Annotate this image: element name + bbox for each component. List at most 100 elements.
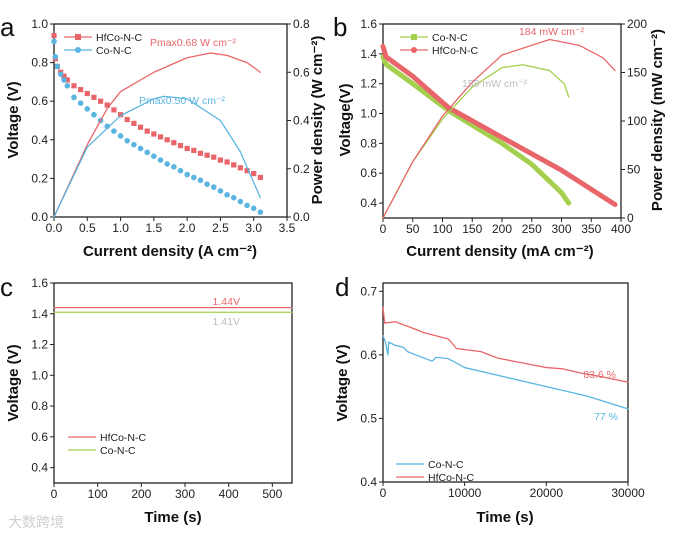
data-point	[177, 167, 184, 174]
x-tick-label: 100	[88, 487, 108, 501]
y-tick-label: 0.4	[360, 475, 377, 489]
legend-item: HfCo-N-C	[400, 45, 478, 57]
panel-letter: a	[0, 12, 15, 42]
x-tick-label: 0.5	[79, 221, 96, 235]
data-point	[144, 128, 150, 134]
data-point	[71, 83, 77, 89]
annotation: Pmax0.50 W cm⁻²	[139, 95, 226, 107]
y-tick-label: 0.8	[31, 399, 48, 413]
y2-axis-title: Power density (mW cm⁻²)	[649, 29, 666, 211]
panel-letter: d	[335, 272, 349, 302]
legend-label: HfCo-N-C	[96, 32, 142, 44]
panel-letter: b	[333, 12, 347, 42]
data-point	[230, 194, 237, 201]
plot-frame	[382, 23, 622, 219]
series-line	[382, 306, 629, 383]
legend-label: HfCo-N-C	[428, 472, 474, 484]
series-line	[53, 95, 262, 218]
y-tick-label: 1.2	[31, 338, 48, 352]
series-hfco-n-c-power	[382, 38, 616, 219]
series-hfco-n-c	[382, 306, 629, 383]
panel-c: 0 100 200 300 400 500 0.4 0.6 0.8 1.0 1.2 1.4 1.6 Tim…	[0, 272, 293, 526]
data-point	[151, 131, 157, 137]
y-tick-label: 1.4	[31, 307, 48, 321]
series-co-n-c-voltage	[380, 54, 572, 206]
data-point	[224, 192, 230, 198]
panel-letter: c	[0, 272, 13, 302]
legend-label: Co-N-C	[100, 445, 136, 457]
data-point	[144, 149, 150, 156]
legend-item: HfCo-N-C	[64, 32, 142, 44]
y-tick-label: 0.8	[360, 136, 377, 150]
y-tick-label: 0.6	[31, 430, 48, 444]
annotation: 184 mW cm⁻²	[519, 26, 585, 38]
x-tick-label: 50	[406, 222, 420, 236]
annotation: 83.6 %	[583, 369, 616, 381]
data-point	[54, 63, 61, 70]
data-point	[204, 181, 210, 187]
x-tick-label: 250	[522, 222, 542, 236]
panel-b: 0 50 100 150 200 250 300 350 400 0.4 0.6 0.8 1.0 1.2 1…	[333, 12, 666, 260]
legend-label: HfCo-N-C	[432, 45, 478, 57]
x-tick-label: 1.0	[112, 221, 129, 235]
data-point	[61, 73, 67, 79]
data-point	[124, 116, 130, 123]
data-point	[131, 141, 137, 148]
data-point	[71, 94, 77, 101]
legend-marker	[75, 47, 81, 53]
y-tick-label: 0.0	[31, 210, 48, 224]
data-point	[98, 98, 104, 104]
data-point	[250, 205, 257, 212]
annotation: 77 %	[594, 411, 618, 423]
data-point	[131, 120, 137, 126]
legend-item: HfCo-N-C	[396, 472, 474, 484]
y-tick-label: 0.6	[360, 166, 377, 180]
data-point	[191, 174, 197, 181]
y2-tick-label: 0.6	[293, 65, 310, 79]
x-tick-label: 30000	[611, 486, 645, 500]
watermark: 大数跨境	[8, 514, 64, 530]
series-line	[382, 335, 629, 410]
y2-tick-label: 0.4	[293, 114, 310, 128]
x-tick-label: 100	[432, 222, 452, 236]
y-tick-label: 0.5	[360, 411, 377, 425]
data-point	[217, 157, 224, 163]
y-tick-label: 1.2	[360, 77, 377, 91]
series-hfco-n-c-voltage	[380, 43, 618, 208]
x-tick-label: 3.5	[279, 221, 296, 235]
legend-item: Co-N-C	[68, 445, 136, 457]
data-point	[117, 133, 124, 139]
data-point	[164, 137, 170, 143]
y2-tick-label: 0.0	[293, 210, 310, 224]
data-point	[57, 71, 64, 77]
series-line	[53, 52, 262, 218]
x-tick-label: 400	[611, 222, 631, 236]
x-tick-label: 300	[175, 487, 195, 501]
data-point	[184, 171, 190, 178]
data-point	[117, 112, 124, 118]
data-point	[91, 94, 97, 100]
legend-item: Co-N-C	[64, 45, 132, 57]
data-point	[184, 145, 190, 152]
y2-tick-label: 0.2	[293, 162, 310, 176]
x-tick-label: 1.5	[146, 221, 163, 235]
y2-tick-label: 150	[627, 66, 647, 80]
data-point	[164, 161, 170, 167]
y-axis-title: Voltage (V)	[334, 344, 351, 421]
y2-tick-label: 100	[627, 114, 647, 128]
y-axis-title: Voltage(V)	[337, 83, 354, 156]
y2-tick-label: 0	[627, 211, 634, 225]
data-point	[257, 209, 264, 215]
data-point	[78, 87, 84, 93]
y-axis-title: Voltage (V)	[5, 344, 22, 421]
annotation: 158 mW cm⁻²	[462, 78, 528, 90]
data-point	[137, 145, 144, 152]
y-tick-label: 0.7	[360, 284, 377, 298]
data-point	[124, 137, 131, 144]
x-tick-label: 400	[219, 487, 239, 501]
data-point	[177, 142, 184, 149]
series-co-n-c-voltage	[51, 38, 264, 215]
y-tick-label: 1.0	[31, 17, 48, 31]
x-axis-title: Time (s)	[476, 509, 533, 526]
y-tick-label: 0.8	[31, 56, 48, 70]
